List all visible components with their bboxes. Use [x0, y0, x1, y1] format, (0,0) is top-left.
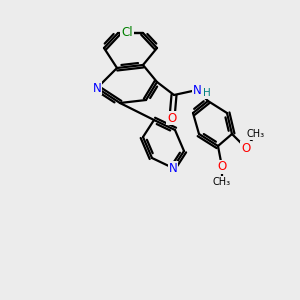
Text: CH₃: CH₃: [213, 177, 231, 187]
Text: N: N: [193, 83, 201, 97]
Text: Cl: Cl: [121, 26, 133, 40]
Text: H: H: [203, 88, 211, 98]
Text: O: O: [167, 112, 177, 124]
Text: O: O: [242, 142, 250, 154]
Text: CH₃: CH₃: [247, 129, 265, 139]
Text: O: O: [218, 160, 226, 173]
Text: N: N: [169, 161, 177, 175]
Text: N: N: [93, 82, 101, 94]
